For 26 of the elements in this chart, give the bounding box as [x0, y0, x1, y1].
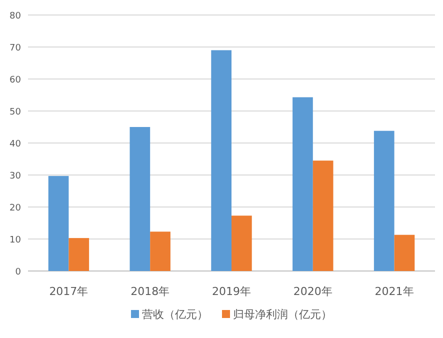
y-tick-label: 60 — [10, 76, 22, 86]
y-tick-label: 0 — [15, 268, 22, 278]
x-tick-label: 2019年 — [212, 285, 251, 298]
bar — [48, 176, 69, 271]
x-tick-label: 2020年 — [293, 285, 332, 298]
y-tick-label: 80 — [10, 12, 22, 22]
legend-label: 归母净利润（亿元） — [233, 308, 332, 321]
x-tick-label: 2017年 — [49, 285, 88, 298]
bar — [150, 232, 170, 271]
y-tick-label: 40 — [10, 140, 22, 150]
bar — [394, 234, 415, 271]
y-tick-label: 70 — [10, 44, 22, 54]
y-tick-label: 50 — [10, 108, 22, 118]
x-tick-label: 2018年 — [130, 285, 170, 298]
y-tick-label: 20 — [10, 204, 22, 214]
bar — [374, 130, 394, 271]
x-tick-label: 2021年 — [374, 285, 414, 298]
y-tick-label: 30 — [10, 172, 22, 182]
y-tick-label: 10 — [10, 236, 22, 246]
bar — [130, 127, 150, 271]
bar — [292, 97, 313, 271]
bar — [68, 238, 90, 271]
legend-label: 营收（亿元） — [142, 308, 208, 321]
bar — [211, 50, 232, 271]
bar — [232, 216, 252, 271]
bar — [312, 160, 334, 271]
